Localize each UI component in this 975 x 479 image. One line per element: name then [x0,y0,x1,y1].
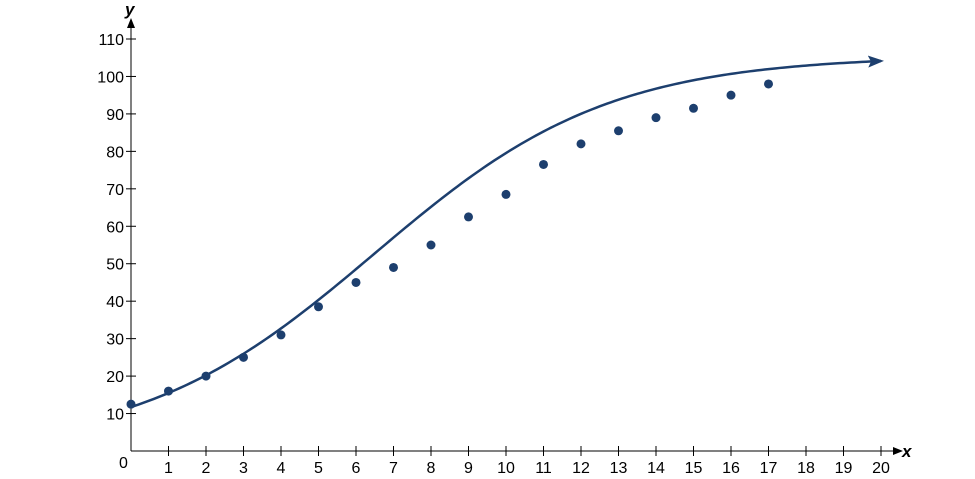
x-tick-label: 7 [389,460,398,477]
x-tick-label: 13 [610,460,628,477]
data-point [501,189,511,199]
x-tick-label: 1 [164,460,173,477]
data-point [351,277,361,287]
x-tick-label: 18 [797,460,815,477]
x-tick-label: 19 [835,460,853,477]
y-tick-label: 90 [106,107,124,124]
origin-label: 0 [119,455,128,472]
axes: x y 0 [119,0,913,472]
x-tick-label: 9 [464,460,473,477]
data-point [576,139,586,149]
data-point [126,399,136,409]
data-point [276,330,286,340]
data-point [539,159,548,169]
data-point [689,103,698,113]
y-tick-label: 60 [106,219,124,236]
data-point [464,212,473,222]
data-point [164,386,173,396]
fitted-curve [130,55,884,409]
data-point [201,371,211,381]
points-layer [126,79,773,409]
y-tick-label: 100 [97,69,124,86]
x-tick-label: 3 [239,460,248,477]
data-point [651,113,661,123]
y-tick-label: 50 [106,257,124,274]
x-tick-label: 5 [314,460,323,477]
y-tick-label: 40 [106,294,124,311]
x-tick-label: 12 [572,460,590,477]
x-tick-label: 4 [277,460,286,477]
data-point [389,262,398,272]
y-ticks: 10 20 30 40 50 60 70 80 90 100 110 [97,32,136,424]
x-ticks: 1 2 3 4 5 6 7 8 9 10 11 12 13 14 15 16 17 18 19 20 [164,446,890,477]
data-point [614,126,623,136]
y-tick-label: 30 [106,332,124,349]
x-tick-label: 2 [202,460,211,477]
data-point [314,302,323,312]
x-axis-title: x [901,442,913,461]
x-tick-label: 8 [427,460,436,477]
y-tick-label: 80 [106,144,124,161]
x-tick-label: 10 [497,460,515,477]
x-tick-label: 11 [535,460,552,477]
x-tick-label: 20 [872,460,890,477]
x-tick-label: 17 [760,460,778,477]
y-tick-label: 70 [106,182,124,199]
y-axis-title: y [124,0,136,19]
y-tick-label: 10 [106,407,124,424]
data-point [239,352,248,362]
y-tick-label: 110 [98,32,124,49]
curve-layer [130,55,884,409]
x-tick-label: 16 [722,460,740,477]
x-tick-label: 15 [685,460,703,477]
x-tick-label: 6 [352,460,361,477]
data-point [726,90,736,100]
x-tick-label: 14 [647,460,665,477]
data-point [764,79,773,89]
y-tick-label: 20 [106,369,124,386]
data-point [426,240,436,250]
